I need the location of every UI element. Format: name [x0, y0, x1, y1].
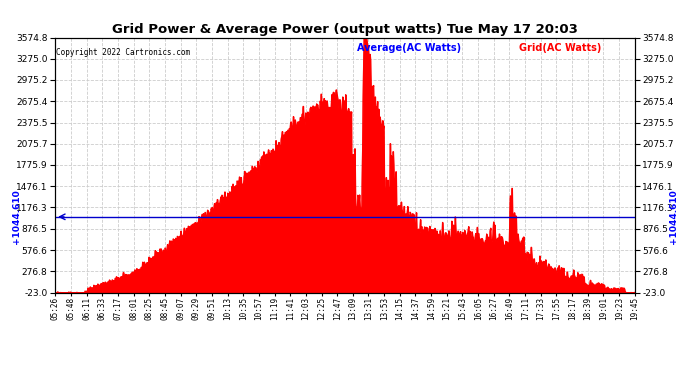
Text: Average(AC Watts): Average(AC Watts) — [357, 43, 461, 52]
Text: +1044.610: +1044.610 — [12, 189, 21, 244]
Text: Copyright 2022 Cartronics.com: Copyright 2022 Cartronics.com — [56, 48, 190, 57]
Text: +1044.610: +1044.610 — [669, 189, 678, 244]
Title: Grid Power & Average Power (output watts) Tue May 17 20:03: Grid Power & Average Power (output watts… — [112, 23, 578, 36]
Text: Grid(AC Watts): Grid(AC Watts) — [519, 43, 601, 52]
